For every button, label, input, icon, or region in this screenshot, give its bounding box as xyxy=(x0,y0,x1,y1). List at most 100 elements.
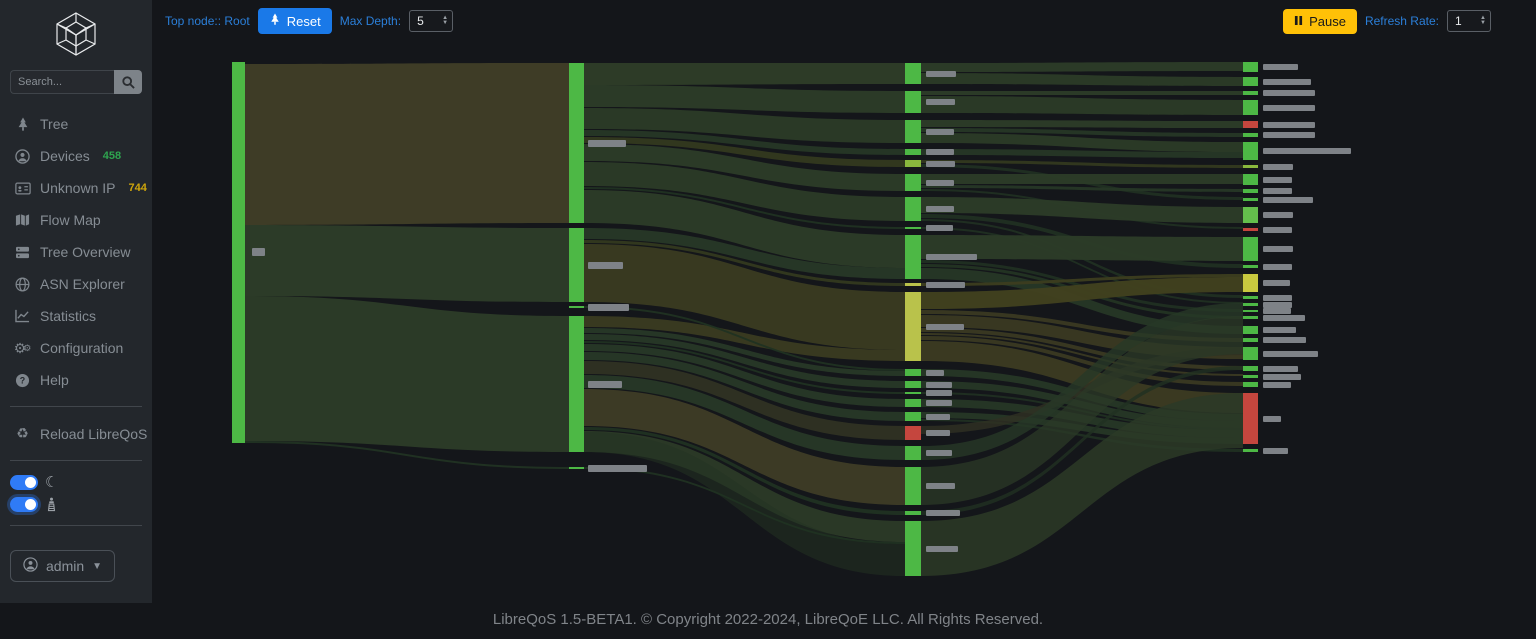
sankey-node[interactable] xyxy=(1243,228,1258,231)
sankey-node[interactable] xyxy=(1243,91,1258,95)
search-input[interactable] xyxy=(10,70,114,94)
redacted-label xyxy=(1263,416,1281,422)
user-menu-button[interactable]: admin ▼ xyxy=(10,550,116,582)
redacted-label xyxy=(1263,132,1315,138)
sidebar-item-tree[interactable]: Tree xyxy=(0,108,152,140)
sankey-node[interactable] xyxy=(905,399,921,407)
sankey-node[interactable] xyxy=(1243,347,1258,360)
sankey-node[interactable] xyxy=(905,149,921,155)
redacted-label xyxy=(1263,105,1315,111)
sankey-node[interactable] xyxy=(905,174,921,191)
sankey-node[interactable] xyxy=(1243,237,1258,261)
redacted-label xyxy=(926,414,950,420)
sankey-node[interactable] xyxy=(905,63,921,84)
sankey-node[interactable] xyxy=(1243,274,1258,292)
sankey-node[interactable] xyxy=(1243,366,1258,371)
spinner-arrows-icon[interactable]: ▲ ▼ xyxy=(1480,15,1486,26)
sidebar-item-flow-map[interactable]: Flow Map xyxy=(0,204,152,236)
sankey-node[interactable] xyxy=(1243,207,1258,223)
redacted-label xyxy=(588,262,623,269)
sankey-flow xyxy=(584,361,905,440)
sidebar-item-unknown-ip[interactable]: Unknown IP 744 xyxy=(0,172,152,204)
top-node-label: Top node:: Root xyxy=(165,14,250,28)
reset-button[interactable]: Reset xyxy=(257,8,332,34)
sankey-node[interactable] xyxy=(1243,165,1258,168)
sankey-node[interactable] xyxy=(569,467,584,469)
sankey-node[interactable] xyxy=(905,426,921,440)
sankey-flow xyxy=(921,73,1243,86)
spinner-arrows-icon[interactable]: ▲ ▼ xyxy=(442,15,449,26)
refresh-rate-input[interactable]: 1 ▲ ▼ xyxy=(1447,10,1491,32)
sankey-node[interactable] xyxy=(1243,316,1258,319)
pause-button[interactable]: Pause xyxy=(1283,8,1357,34)
sankey-node[interactable] xyxy=(1243,77,1258,86)
max-depth-input[interactable]: 5 ▲ ▼ xyxy=(409,10,454,32)
sankey-node[interactable] xyxy=(905,467,921,505)
sidebar-item-tree-overview[interactable]: Tree Overview xyxy=(0,236,152,268)
libreqos-logo xyxy=(0,0,152,57)
sankey-node[interactable] xyxy=(905,412,921,421)
sankey-node[interactable] xyxy=(1243,338,1258,342)
moon-icon: ☾ xyxy=(45,474,59,491)
sankey-node[interactable] xyxy=(905,120,921,143)
sidebar-item-configuration[interactable]: ⚙ ⚙ Configuration xyxy=(0,332,152,364)
sidebar-item-statistics[interactable]: Statistics xyxy=(0,300,152,332)
dark-mode-toggle[interactable] xyxy=(10,474,38,490)
sankey-node[interactable] xyxy=(1243,382,1258,387)
sankey-node[interactable] xyxy=(905,283,921,286)
sankey-node[interactable] xyxy=(905,197,921,221)
max-depth-label: Max Depth: xyxy=(339,14,402,28)
sankey-node[interactable] xyxy=(1243,303,1258,306)
sankey-node[interactable] xyxy=(905,292,921,361)
redacted-label xyxy=(1263,448,1288,454)
sankey-node[interactable] xyxy=(1243,198,1258,201)
sankey-node[interactable] xyxy=(1243,62,1258,72)
sankey-node[interactable] xyxy=(569,228,584,302)
sankey-node[interactable] xyxy=(1243,296,1258,299)
sankey-node[interactable] xyxy=(569,63,584,223)
sankey-node[interactable] xyxy=(1243,265,1258,268)
refresh-rate-label: Refresh Rate: xyxy=(1364,14,1439,28)
sankey-node[interactable] xyxy=(569,306,584,308)
sankey-flow xyxy=(921,366,1243,515)
sankey-node[interactable] xyxy=(905,91,921,113)
sankey-node[interactable] xyxy=(905,160,921,167)
sankey-flow xyxy=(921,133,1243,152)
reload-libreqos-button[interactable]: ♻ Reload LibreQoS xyxy=(0,417,152,450)
redacted-label xyxy=(926,254,977,260)
sankey-node[interactable] xyxy=(905,446,921,460)
sankey-node[interactable] xyxy=(1243,174,1258,185)
sankey-node[interactable] xyxy=(569,316,584,452)
sankey-node[interactable] xyxy=(1243,142,1258,160)
sankey-node[interactable] xyxy=(905,521,921,576)
sankey-node[interactable] xyxy=(905,392,921,394)
sankey-node[interactable] xyxy=(905,235,921,279)
redacted-label xyxy=(252,248,265,256)
sankey-node[interactable] xyxy=(905,511,921,515)
sidebar-item-devices[interactable]: Devices 458 xyxy=(0,140,152,172)
sankey-node[interactable] xyxy=(1243,189,1258,193)
sankey-node[interactable] xyxy=(905,227,921,229)
redacted-label xyxy=(1263,295,1292,301)
sankey-flow xyxy=(921,277,1243,309)
sankey-node[interactable] xyxy=(1243,121,1258,128)
search-button[interactable] xyxy=(114,70,142,94)
sankey-flow xyxy=(584,228,905,279)
sankey-node[interactable] xyxy=(1243,310,1258,312)
sankey-node[interactable] xyxy=(1243,100,1258,115)
sankey-node[interactable] xyxy=(905,369,921,376)
recycle-icon: ♻ xyxy=(16,425,29,441)
sankey-node[interactable] xyxy=(1243,133,1258,137)
sankey-flow xyxy=(921,160,1243,168)
sankey-node[interactable] xyxy=(1243,326,1258,334)
sankey-node[interactable] xyxy=(232,62,245,443)
sidebar-item-help[interactable]: ? Help xyxy=(0,364,152,396)
redact-toggle[interactable] xyxy=(10,496,38,512)
sankey-node[interactable] xyxy=(905,381,921,388)
sankey-node[interactable] xyxy=(1243,393,1258,444)
sankey-flow xyxy=(245,441,569,469)
sidebar-item-asn-explorer[interactable]: ASN Explorer xyxy=(0,268,152,300)
sankey-node[interactable] xyxy=(1243,375,1258,378)
sankey-node[interactable] xyxy=(1243,449,1258,452)
